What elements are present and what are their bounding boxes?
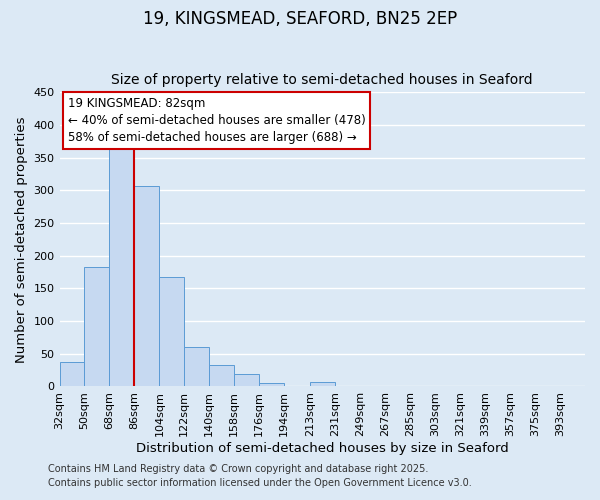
Text: 19, KINGSMEAD, SEAFORD, BN25 2EP: 19, KINGSMEAD, SEAFORD, BN25 2EP [143, 10, 457, 28]
Text: 19 KINGSMEAD: 82sqm
← 40% of semi-detached houses are smaller (478)
58% of semi-: 19 KINGSMEAD: 82sqm ← 40% of semi-detach… [68, 97, 365, 144]
Y-axis label: Number of semi-detached properties: Number of semi-detached properties [15, 116, 28, 362]
Bar [259, 383, 284, 386]
Text: Contains HM Land Registry data © Crown copyright and database right 2025.
Contai: Contains HM Land Registry data © Crown c… [48, 464, 472, 487]
X-axis label: Distribution of semi-detached houses by size in Seaford: Distribution of semi-detached houses by … [136, 442, 509, 455]
Bar [184, 346, 209, 387]
Title: Size of property relative to semi-detached houses in Seaford: Size of property relative to semi-detach… [112, 73, 533, 87]
Bar [109, 148, 134, 386]
Bar [209, 365, 234, 386]
Bar [59, 362, 85, 386]
Bar [85, 267, 109, 386]
Bar [160, 278, 184, 386]
Bar [234, 374, 259, 386]
Bar [134, 186, 160, 386]
Bar [310, 382, 335, 386]
